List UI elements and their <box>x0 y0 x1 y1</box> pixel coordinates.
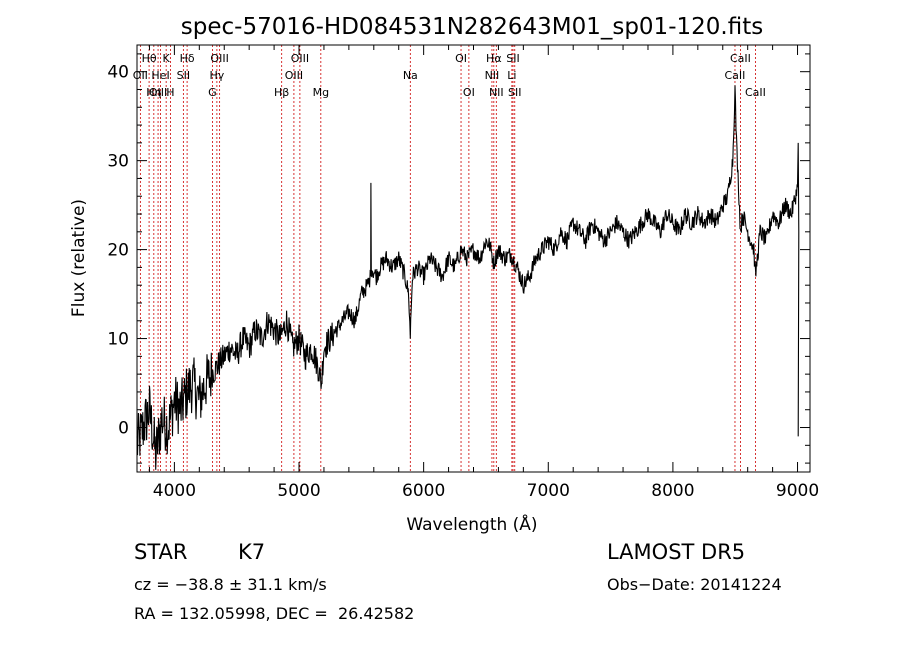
redshift-velocity: cz = −38.8 ± 31.1 km/s <box>134 575 327 594</box>
line-label-16: Li <box>507 69 516 82</box>
line-label-20: H <box>166 86 174 99</box>
y-axis-label: Flux (relative) <box>69 199 89 317</box>
line-label-26: SII <box>508 86 521 99</box>
x-tick-label-4: 8000 <box>651 481 694 501</box>
line-label-2: Hδ <box>180 52 195 65</box>
line-label-8: CaII <box>730 52 751 65</box>
x-tick-label-2: 6000 <box>402 481 445 501</box>
x-axis-label: Wavelength (Å) <box>406 513 537 535</box>
object-subclass: K7 <box>238 540 266 564</box>
line-label-23: Mg <box>313 86 329 99</box>
line-label-14: Na <box>403 69 418 82</box>
observation-date: Obs−Date: 20141224 <box>607 575 782 594</box>
ra-dec-coordinates: RA = 132.05998, DEC = 26.42582 <box>134 604 415 623</box>
y-tick-label-2: 20 <box>107 241 129 261</box>
line-label-3: OIII <box>210 52 228 65</box>
line-label-27: CaII <box>745 86 766 99</box>
line-label-18: OIII <box>149 86 167 99</box>
line-label-17: CaII <box>725 69 746 82</box>
line-label-10: HeI <box>151 69 169 82</box>
line-label-7: SII <box>506 52 519 65</box>
line-label-0: Hθ <box>142 52 157 65</box>
object-class: STAR <box>134 540 188 564</box>
line-label-15: NII <box>485 69 500 82</box>
line-label-25: NII <box>489 86 504 99</box>
y-tick-label-4: 40 <box>107 63 129 83</box>
line-label-19: Hη <box>146 86 161 99</box>
line-label-4: OIII <box>291 52 309 65</box>
x-tick-label-3: 7000 <box>527 481 570 501</box>
x-tick-label-5: 9000 <box>776 481 819 501</box>
line-label-1: K <box>163 52 171 65</box>
chart-title: spec-57016-HD084531N282643M01_sp01-120.f… <box>181 14 763 40</box>
line-label-9: OII <box>133 69 148 82</box>
y-tick-label-1: 10 <box>107 330 129 350</box>
axis-ticks: 4000 5000 6000 7000 8000 9000 0 10 20 30 40 <box>107 45 819 501</box>
line-label-6: Hα <box>486 52 502 65</box>
line-label-21: G <box>208 86 217 99</box>
y-tick-label-3: 30 <box>107 152 129 172</box>
y-tick-label-0: 0 <box>118 419 129 439</box>
line-label-13: OIII <box>285 69 303 82</box>
line-label-22: Hβ <box>274 86 289 99</box>
x-tick-label-0: 4000 <box>153 481 196 501</box>
survey-name: LAMOST DR5 <box>607 540 746 564</box>
line-label-5: OI <box>455 52 467 65</box>
line-label-12: Hγ <box>209 69 224 82</box>
spectrum-series-line <box>136 85 800 470</box>
line-label-24: OI <box>463 86 475 99</box>
line-label-11: SII <box>177 69 190 82</box>
x-tick-label-1: 5000 <box>277 481 320 501</box>
spectral-line-labels: Hθ K Hδ OIII OIII OI Hα SII CaII OII HeI SII Hγ OIII N… <box>133 52 766 99</box>
